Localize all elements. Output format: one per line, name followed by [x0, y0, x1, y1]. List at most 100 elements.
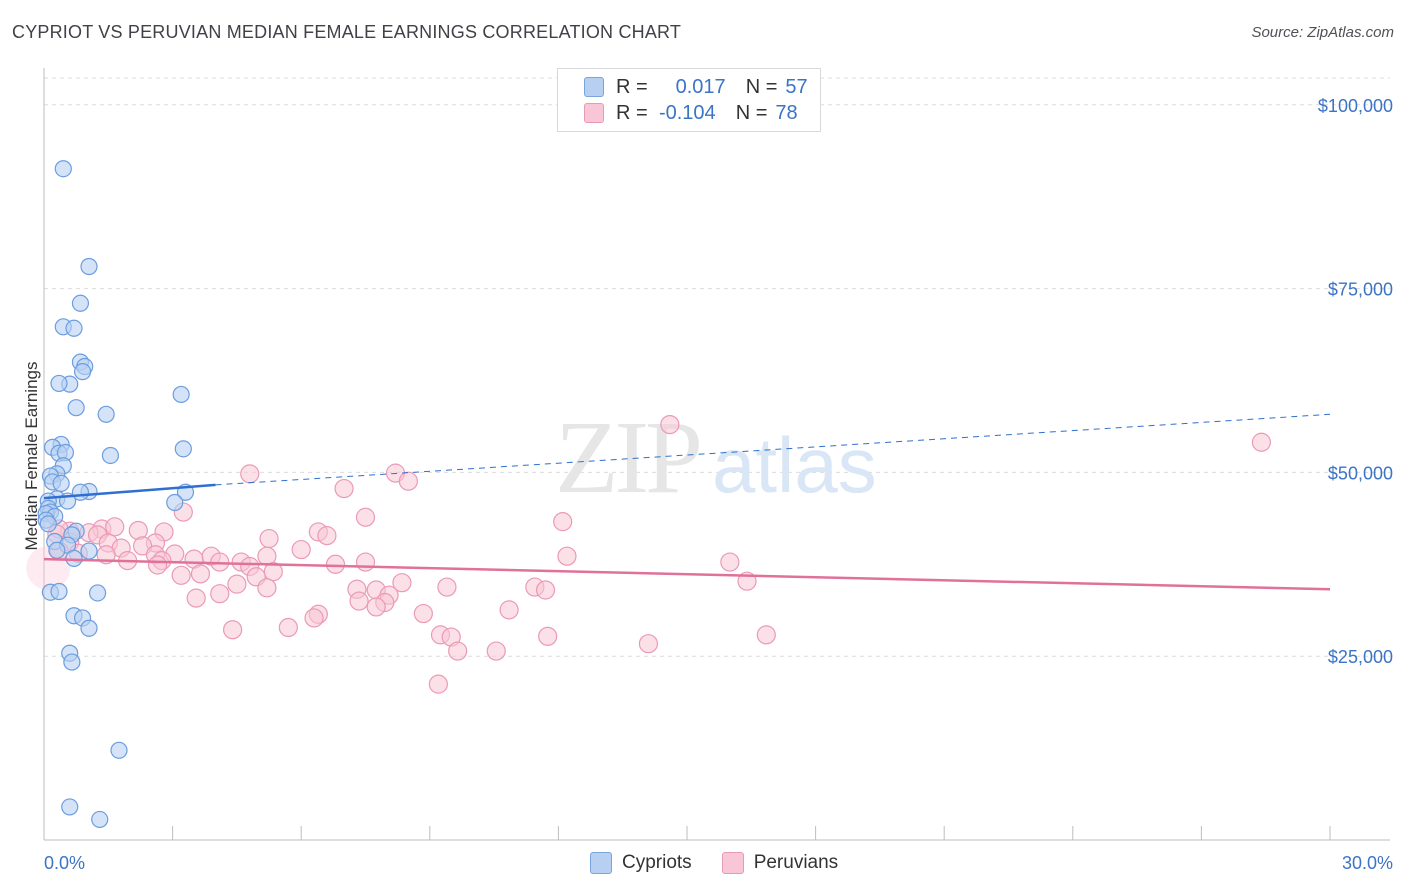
peruvians-point [334, 478, 354, 499]
peruvians-point [398, 471, 418, 491]
peruvians-point [278, 617, 298, 638]
watermark-atlas: atlas [712, 421, 877, 509]
cypriots-point [67, 399, 85, 417]
peruvians-point [499, 600, 519, 620]
watermark-zip: ZIP [555, 400, 699, 515]
n-label: N = [735, 101, 768, 124]
peruvians-point [486, 641, 506, 661]
n-value: 57 [785, 75, 808, 98]
r-value: 0.017 [675, 75, 726, 98]
cypriots-point [172, 385, 190, 404]
cypriots-point [61, 798, 79, 816]
peruvians-point [257, 578, 277, 598]
peruvians-point [223, 620, 243, 640]
peruvians-point [186, 588, 206, 608]
peruvians-point [535, 580, 556, 600]
n-value: 78 [775, 101, 798, 124]
peruvians-point [756, 625, 776, 645]
cypriots-point [50, 374, 68, 393]
peruvians-point [392, 573, 412, 593]
cypriots-point [110, 741, 128, 759]
cypriots-point [73, 363, 92, 381]
cypriots-point [50, 582, 68, 601]
peruvians-point [437, 577, 457, 597]
cypriots-point [80, 619, 98, 637]
peruvians-point [1251, 432, 1272, 452]
cypriots-trend-line [43, 483, 216, 500]
y-tick-label: $100,000 [1318, 96, 1393, 116]
cypriots-point [65, 319, 83, 337]
cypriots-point [91, 810, 109, 829]
legend-item-cypriots: Cypriots [590, 852, 692, 874]
x-tick-label: 30.0% [1342, 853, 1393, 873]
series-legend: Cypriots Peruvians [590, 852, 868, 874]
peruvians-point [263, 562, 283, 582]
peruvians-point [304, 608, 324, 628]
tick-labels: $25,000 $50,000 $75,000 $100,000 0.0% 30.0% [44, 96, 1393, 873]
peruvians-legend-swatch [721, 852, 744, 874]
peruvians-point [448, 641, 468, 661]
chart-title: CYPRIOT VS PERUVIAN MEDIAN FEMALE EARNIN… [12, 22, 682, 42]
legend-row-cypriots: R = 0.017 N = 57 [584, 75, 808, 99]
peruvians-point [259, 528, 279, 549]
x-tick-label: 0.0% [44, 853, 85, 873]
peruvians-point [240, 464, 260, 484]
legend-item-peruvians: Peruvians [721, 852, 839, 874]
cypriots-point [97, 405, 115, 423]
cypriots-point [101, 446, 120, 465]
r-value: -0.104 [658, 101, 716, 124]
peruvians-point [325, 554, 346, 574]
y-tick-label: $25,000 [1328, 647, 1393, 667]
peruvians-point [349, 591, 369, 611]
peruvians-point [553, 512, 573, 532]
chart-source: Source: ZipAtlas.com [1251, 24, 1394, 41]
cypriots-points [37, 160, 195, 829]
cypriots-point [65, 549, 83, 568]
axes [43, 68, 1390, 841]
peruvians-point [291, 539, 311, 560]
peruvians-point [538, 626, 558, 646]
peruvians-point [366, 597, 386, 617]
peruvians-swatch [584, 103, 604, 123]
peruvians-point [720, 552, 740, 572]
peruvians-point [317, 526, 337, 546]
cypriots-point [80, 257, 98, 276]
cypriots-point [54, 160, 72, 178]
cypriots-point [166, 493, 184, 512]
peruvians-point [355, 552, 376, 572]
legend-label-peruvians: Peruvians [753, 852, 839, 873]
cypriots-legend-swatch [590, 852, 612, 874]
legend-row-peruvians: R = -0.104 N = 78 [584, 101, 798, 125]
r-label: R = [616, 101, 648, 124]
cypriots-point [174, 440, 192, 458]
cypriots-point [39, 515, 57, 533]
trend-lines [43, 413, 1331, 591]
peruvians-point [355, 507, 376, 527]
peruvians-point [428, 674, 448, 694]
n-label: N = [745, 75, 778, 98]
peruvians-point [227, 574, 247, 594]
peruvians-point [210, 584, 230, 604]
y-tick-label: $75,000 [1328, 280, 1393, 300]
watermark: ZIP atlas [555, 400, 877, 515]
cypriots-point [80, 542, 98, 560]
cypriots-point [71, 294, 90, 312]
correlation-legend: R = 0.017 N = 57 R = -0.104 N = 78 [557, 68, 821, 132]
cypriots-point [48, 541, 66, 559]
peruvians-point [557, 546, 577, 566]
peruvians-point [171, 565, 191, 585]
peruvians-points [26, 414, 1272, 694]
peruvians-point [660, 414, 680, 435]
peruvians-point [96, 545, 116, 565]
peruvians-point [190, 564, 211, 584]
peruvians-point [147, 555, 168, 575]
r-label: R = [616, 75, 648, 98]
peruvians-point [105, 517, 125, 537]
peruvians-point [413, 603, 433, 624]
y-tick-label: $50,000 [1328, 463, 1393, 483]
cypriots-point [63, 653, 81, 671]
peruvians-point [638, 634, 659, 654]
legend-label-cypriots: Cypriots [622, 852, 692, 873]
cypriots-point [88, 584, 107, 602]
